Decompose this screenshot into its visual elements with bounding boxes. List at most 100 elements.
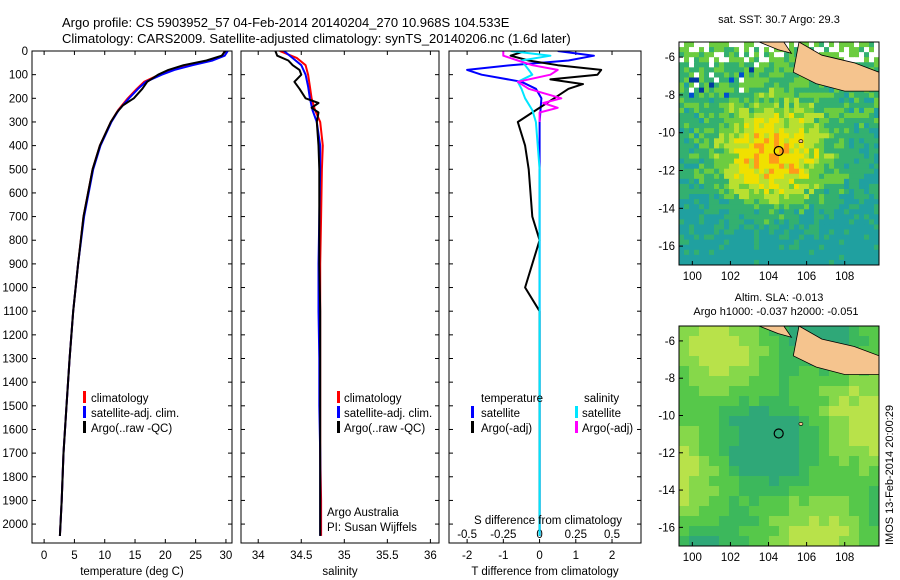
map-cell	[774, 123, 780, 129]
map-cell	[774, 128, 780, 134]
map-cell	[679, 204, 685, 210]
map-cell	[714, 133, 720, 139]
map-cell	[734, 219, 740, 226]
map-cell	[709, 446, 720, 457]
series-group	[58, 51, 229, 536]
map-cell	[819, 128, 825, 134]
map-cell	[684, 107, 690, 114]
map-cell	[704, 57, 710, 63]
map-cell	[734, 102, 740, 109]
map-cell	[809, 178, 815, 185]
map-cell	[824, 204, 830, 210]
map-cell	[764, 107, 770, 114]
map-cell	[774, 82, 780, 89]
map-cell	[839, 153, 845, 160]
map-cell	[689, 168, 695, 175]
map-cell	[824, 123, 830, 129]
map-cell	[864, 249, 870, 256]
map-cell	[754, 244, 760, 251]
map-cell	[709, 466, 720, 477]
map-cell	[789, 183, 795, 190]
map-cell	[864, 62, 870, 68]
map-cell	[839, 229, 845, 236]
map-cell	[849, 118, 855, 124]
map-cell	[769, 138, 775, 144]
map-cell	[784, 173, 790, 180]
map-cell	[744, 229, 750, 236]
map-cell	[719, 194, 725, 200]
map-cell	[734, 107, 740, 114]
map-cell	[814, 107, 820, 114]
map-cell	[759, 199, 765, 205]
map-cell	[854, 163, 860, 170]
map-cell	[729, 244, 735, 251]
map-cell	[679, 229, 685, 236]
map-cell	[809, 143, 815, 150]
map-cell	[699, 47, 705, 53]
map-cell	[719, 456, 730, 467]
map-cell	[759, 516, 770, 527]
map-cell	[874, 224, 879, 231]
map-cell	[839, 188, 845, 195]
map-cell	[779, 526, 790, 537]
map-cell	[724, 224, 730, 231]
map-cell	[729, 178, 735, 185]
map-cell	[794, 123, 800, 129]
map-cell	[769, 254, 775, 261]
map-cell	[689, 436, 700, 447]
map-cell	[744, 123, 750, 129]
map-cell	[709, 148, 715, 155]
map-cell	[779, 148, 785, 155]
map-cell	[829, 466, 840, 477]
map-cell	[769, 87, 775, 94]
map-cell	[789, 194, 795, 200]
map-cell	[709, 244, 715, 251]
depth-tick-label: 600	[9, 188, 28, 200]
map-cell	[759, 153, 765, 160]
map-cell	[694, 52, 700, 58]
map-cell	[684, 57, 690, 63]
map-cell	[814, 219, 820, 226]
map-cell	[729, 326, 740, 337]
map-cell	[704, 52, 710, 58]
map-cell	[809, 416, 820, 427]
map-cell	[709, 506, 720, 517]
map-cell	[724, 254, 730, 261]
map-cell	[749, 224, 755, 231]
x-tick-label: 36	[424, 550, 437, 562]
map-cell	[779, 163, 785, 170]
map-cell	[749, 219, 755, 226]
map-cell	[769, 118, 775, 124]
map-cell	[829, 118, 835, 124]
map-cell	[769, 199, 775, 205]
map-cell	[809, 396, 820, 407]
map-cell	[729, 254, 735, 261]
map-cell	[724, 183, 730, 190]
map-cell	[784, 219, 790, 226]
map-cell	[799, 446, 810, 457]
map-cell	[699, 72, 705, 79]
map-cell	[859, 92, 865, 99]
map-cell	[794, 143, 800, 150]
map-cell	[754, 229, 760, 236]
map-cell	[739, 446, 750, 457]
map-cell	[679, 97, 685, 104]
map-cell	[814, 82, 820, 89]
map-cell	[799, 254, 805, 261]
map-cell	[749, 406, 760, 417]
map-cell	[849, 506, 860, 517]
map-cell	[759, 224, 765, 231]
map-cell	[734, 128, 740, 134]
map-cell	[739, 199, 745, 205]
legend-satellite: satellite-adj. clim.	[91, 408, 179, 420]
map-cell	[739, 386, 750, 397]
map-cell	[869, 107, 875, 114]
map-cell	[864, 234, 870, 241]
map-cell	[754, 77, 760, 84]
map-cell	[744, 107, 750, 114]
depth-tick-label: 1900	[2, 495, 28, 507]
map-cell	[779, 102, 785, 109]
map-cell	[829, 188, 835, 195]
map-cell	[819, 224, 825, 231]
map-cell	[714, 67, 720, 74]
